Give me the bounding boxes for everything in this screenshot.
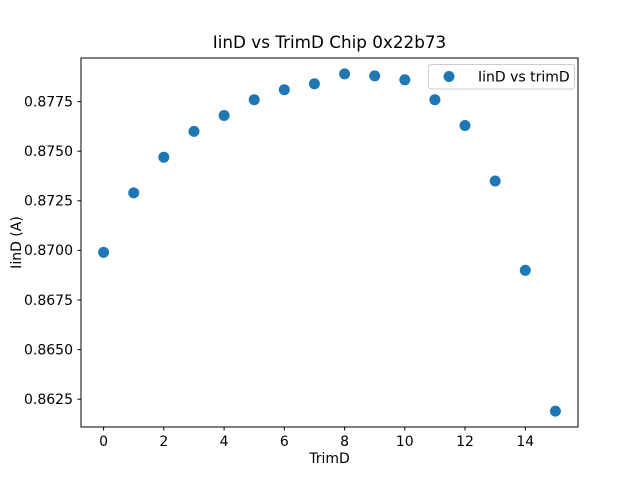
legend-marker-icon <box>443 71 455 82</box>
legend-frame <box>428 64 575 90</box>
x-tick-label: 2 <box>159 434 168 450</box>
x-tick-label: 6 <box>280 434 289 450</box>
y-tick-label: 0.8675 <box>24 293 73 309</box>
x-tick-label: 10 <box>396 434 414 450</box>
legend-label: IinD vs trimD <box>478 70 570 86</box>
axes-frame <box>80 57 579 428</box>
y-tick-label: 0.8650 <box>24 342 73 358</box>
x-tick-label: 8 <box>340 434 349 450</box>
scatter-point <box>369 70 381 82</box>
scatter-point <box>549 405 561 417</box>
scatter-point <box>399 74 411 86</box>
scatter-point <box>519 264 531 276</box>
x-axis-label: TrimD <box>308 451 350 467</box>
scatter-point <box>459 120 471 131</box>
scatter-point <box>188 125 200 137</box>
x-tick-label: 0 <box>99 434 108 450</box>
y-tick-label: 0.8725 <box>24 194 73 210</box>
plot-area <box>81 58 578 427</box>
scatter-point <box>489 175 501 187</box>
scatter-series <box>98 68 561 417</box>
y-tick-label: 0.8700 <box>24 243 73 259</box>
scatter-point <box>158 151 170 163</box>
scatter-point <box>308 78 320 90</box>
x-tick-label: 14 <box>516 434 534 450</box>
scatter-point <box>128 187 140 199</box>
x-axis: 0 2 4 6 8 10 12 14 <box>99 427 534 450</box>
scatter-point <box>278 84 290 96</box>
y-tick-label: 0.8775 <box>24 94 73 110</box>
scatter-point <box>429 94 441 106</box>
scatter-point <box>248 94 260 106</box>
scatter-point <box>339 68 351 80</box>
y-axis-label: IinD (A) <box>9 216 25 269</box>
y-tick-label: 0.8750 <box>24 144 73 160</box>
y-tick-label: 0.8625 <box>24 392 73 408</box>
scatter-point <box>218 110 230 121</box>
legend: IinD vs trimD <box>428 64 575 90</box>
scatter-point <box>98 246 110 258</box>
y-axis: 0.8625 0.8650 0.8675 0.8700 0.8725 0.8750 0.87… <box>24 94 81 408</box>
x-tick-label: 12 <box>456 434 474 450</box>
chart-title: IinD vs TrimD Chip 0x22b73 <box>213 32 446 52</box>
x-tick-label: 4 <box>220 434 229 450</box>
